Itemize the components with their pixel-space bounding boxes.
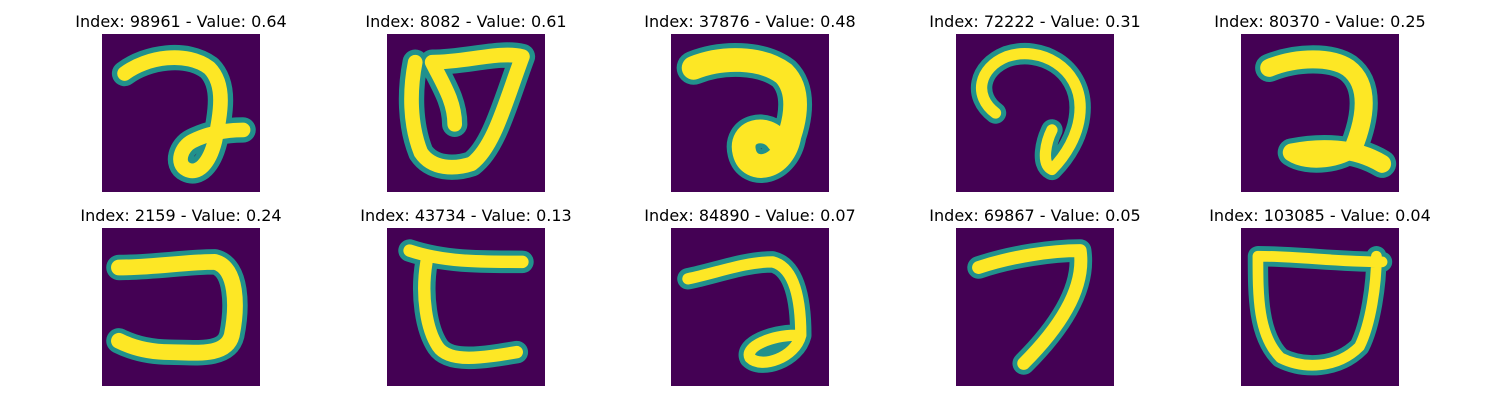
panel-5: Index: 80370 - Value: 0.25 bbox=[1190, 12, 1450, 197]
handwritten-character-image bbox=[1241, 228, 1399, 386]
handwritten-character-hook-icon bbox=[1255, 45, 1397, 178]
panel-title: Index: 69867 - Value: 0.05 bbox=[929, 206, 1141, 225]
handwritten-character-image bbox=[671, 228, 829, 386]
handwritten-character-open-box-icon bbox=[106, 249, 248, 366]
panel-title: Index: 43734 - Value: 0.13 bbox=[360, 206, 572, 225]
handwritten-character-cup-icon bbox=[1247, 246, 1393, 376]
panel-title: Index: 8082 - Value: 0.61 bbox=[365, 12, 567, 31]
panel-8: Index: 84890 - Value: 0.07 bbox=[620, 206, 880, 391]
handwritten-character-open-cup-icon bbox=[398, 42, 536, 180]
panel-title: Index: 98961 - Value: 0.64 bbox=[75, 12, 287, 31]
handwritten-character-curl-icon bbox=[970, 42, 1091, 181]
panel-4: Index: 72222 - Value: 0.31 bbox=[905, 12, 1165, 197]
panel-title: Index: 72222 - Value: 0.31 bbox=[929, 12, 1141, 31]
handwritten-character-image bbox=[102, 228, 260, 386]
handwritten-character-loop-hook-icon bbox=[111, 44, 256, 184]
panel-title: Index: 84890 - Value: 0.07 bbox=[644, 206, 856, 225]
handwritten-character-image bbox=[956, 34, 1114, 192]
panel-2: Index: 8082 - Value: 0.61 bbox=[336, 12, 596, 197]
panel-1: Index: 98961 - Value: 0.64 bbox=[51, 12, 311, 197]
panel-6: Index: 2159 - Value: 0.24 bbox=[51, 206, 311, 391]
panel-title: Index: 80370 - Value: 0.25 bbox=[1214, 12, 1426, 31]
handwritten-character-image bbox=[387, 228, 545, 386]
handwritten-character-c-shape-icon bbox=[398, 239, 534, 370]
handwritten-character-image bbox=[956, 228, 1114, 386]
panel-title: Index: 103085 - Value: 0.04 bbox=[1209, 206, 1431, 225]
handwritten-character-loop-hook-icon bbox=[676, 43, 812, 183]
panel-10: Index: 103085 - Value: 0.04 bbox=[1190, 206, 1450, 391]
handwritten-character-seven-icon bbox=[967, 239, 1093, 375]
panel-title: Index: 2159 - Value: 0.24 bbox=[80, 206, 282, 225]
handwritten-character-loop-hook-icon bbox=[677, 251, 812, 373]
handwritten-character-image bbox=[102, 34, 260, 192]
handwritten-character-image bbox=[1241, 34, 1399, 192]
panel-3: Index: 37876 - Value: 0.48 bbox=[620, 12, 880, 197]
panel-7: Index: 43734 - Value: 0.13 bbox=[336, 206, 596, 391]
panel-9: Index: 69867 - Value: 0.05 bbox=[905, 206, 1165, 391]
panel-title: Index: 37876 - Value: 0.48 bbox=[644, 12, 856, 31]
handwritten-character-image bbox=[387, 34, 545, 192]
handwritten-character-image bbox=[671, 34, 829, 192]
